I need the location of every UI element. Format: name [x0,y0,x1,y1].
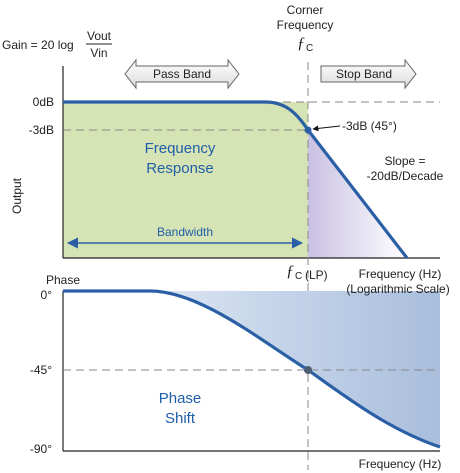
phase-fill-region [63,291,440,447]
minus3db-point-label: -3dB (45°) [342,119,397,133]
minus3db-label: -3dB [28,123,54,137]
minus3db-pointer [312,125,341,132]
gain-label: Gain = 20 log [2,38,74,52]
frequency-axis-label-top: Frequency (Hz) [358,267,442,281]
fc-lp-subscript: C [295,271,303,282]
fc-lp-label: (LP) [305,268,328,282]
slope-label: Slope = [384,154,426,168]
zero-db-label: 0dB [32,95,54,109]
minus45-point [304,366,312,374]
phase-shift-label-line2: Shift [164,410,195,427]
pass-band-region [63,102,308,258]
corner-frequency-title-line2: Frequency [276,18,334,32]
phase-shift-label: Phase [158,390,202,407]
phase-axis-title: Phase [46,273,81,287]
frequency-response-label: Frequency [144,140,216,157]
gain-fraction-denominator: Vin [90,46,108,60]
output-axis-label: Output [10,177,25,215]
phase-0-label: 0° [40,288,52,302]
log-scale-label: (Logarithmic Scale) [346,282,450,296]
pass-band-label: Pass Band [152,67,212,81]
bandwidth-label: Bandwidth [156,225,214,239]
stop-band-label: Stop Band [335,67,393,81]
corner-frequency-title: Corner [286,3,324,17]
minus3db-point [304,126,312,134]
stop-band-arrow [320,58,417,90]
fc-subscript: C [306,43,314,54]
slope-value-label: -20dB/Decade [366,169,444,183]
phase-minus90-label: -90° [29,442,52,456]
pass-band-arrow [124,58,240,90]
frequency-response-label-line2: Response [146,160,214,177]
fc-symbol: ƒ [297,35,305,52]
fc-lp-symbol: ƒ [286,263,294,280]
gain-fraction-numerator: Vout [86,29,112,43]
frequency-axis-label-bottom: Frequency (Hz) [358,457,442,471]
phase-minus45-label: -45° [29,363,52,377]
